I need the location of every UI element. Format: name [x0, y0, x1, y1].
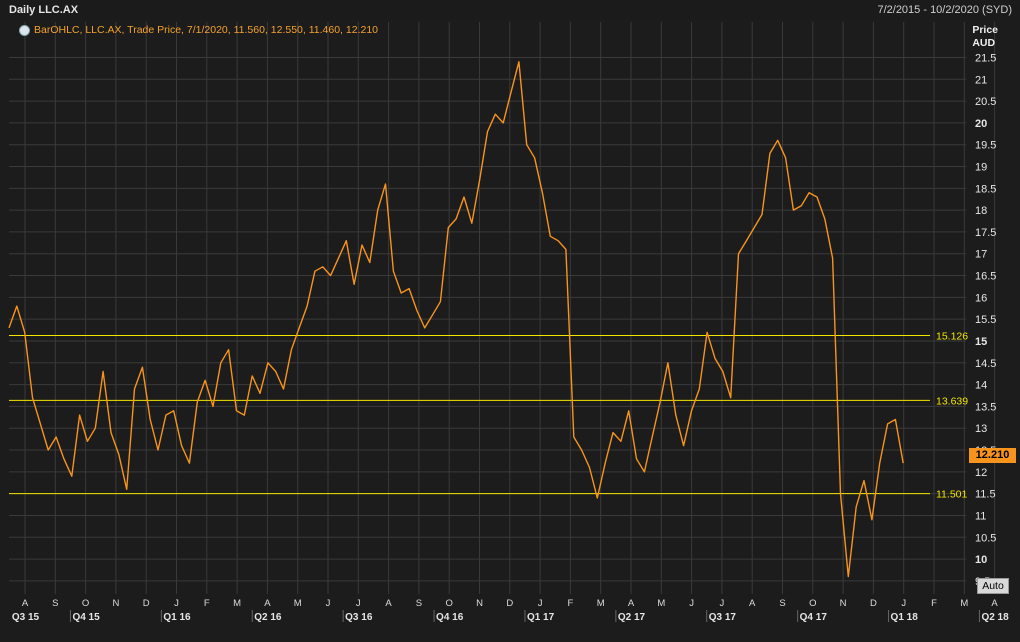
plot-area	[9, 20, 966, 594]
y-tick-label: 13.5	[975, 401, 996, 413]
x-month-label: S	[416, 598, 422, 609]
x-month-label: A	[264, 598, 271, 609]
x-quarter-label: Q3 17	[709, 612, 737, 623]
x-quarter-label: Q4 17	[800, 612, 828, 623]
x-month-label: S	[52, 598, 58, 609]
horizontal-line-label: 13.639	[936, 395, 968, 407]
y-tick-label: 18.5	[975, 183, 996, 195]
y-tick-label: 15.5	[975, 314, 996, 326]
legend-bullet-icon[interactable]	[19, 24, 30, 36]
horizontal-line-label: 11.501	[936, 489, 967, 501]
price-series	[8, 61, 904, 578]
x-quarter-label: Q1 18	[891, 612, 919, 623]
x-axis: ASONDJFMAMJJASONDJFMAMJJASONDJFMAMJJASON…	[12, 598, 1009, 623]
chart-title: Daily LLC.AX	[9, 4, 79, 16]
y-tick-label: 15	[975, 336, 987, 348]
auto-scale-button[interactable]: Auto	[977, 578, 1009, 594]
x-month-label: D	[143, 598, 150, 609]
y-tick-label: 19.5	[975, 140, 996, 152]
x-quarter-label: Q2 17	[618, 612, 646, 623]
last-price-tag: 12.210	[969, 448, 1016, 463]
y-tick-label: 18	[975, 205, 987, 217]
y-tick-label: 17	[975, 249, 987, 261]
y-tick-label: 11	[975, 510, 986, 522]
x-month-label: M	[597, 598, 605, 609]
x-month-label: J	[356, 598, 361, 609]
y-tick-label: 10	[975, 554, 987, 566]
y-tick-label: 13	[975, 423, 987, 435]
legend-text: BarOHLC, LLC.AX, Trade Price, 7/1/2020, …	[34, 24, 379, 36]
x-month-label: F	[204, 598, 210, 609]
x-month-label: J	[689, 598, 694, 609]
y-tick-label: 20	[975, 118, 987, 130]
price-line	[8, 61, 904, 578]
y-tick-label: 16.5	[975, 271, 996, 283]
x-month-label: J	[174, 598, 179, 609]
x-month-label: D	[870, 598, 877, 609]
x-month-label: A	[991, 598, 998, 609]
y-tick-label: 14.5	[975, 358, 996, 370]
x-month-label: M	[233, 598, 241, 609]
x-quarter-label: Q1 16	[163, 612, 191, 623]
y-tick-label: 12	[975, 467, 987, 479]
title-bar: Daily LLC.AX 7/2/2015 - 10/2/2020 (SYD)	[0, 0, 1020, 20]
x-month-label: O	[809, 598, 816, 609]
horizontal-line-label: 15.126	[936, 330, 968, 342]
x-month-label: J	[720, 598, 725, 609]
x-quarter-label: Q4 15	[72, 612, 100, 623]
y-axis-price-label: Price	[972, 24, 998, 36]
y-axis-header: Price AUD	[972, 24, 998, 50]
y-tick-label: 20.5	[975, 96, 996, 108]
support-resistance-lines: 15.126 13.639 11.501	[9, 330, 968, 501]
y-tick-label: 11.5	[975, 489, 996, 501]
x-month-label: A	[749, 598, 756, 609]
x-quarter-label: Q4 16	[436, 612, 464, 623]
x-month-label: A	[22, 598, 29, 609]
x-month-label: J	[901, 598, 906, 609]
x-month-label: D	[506, 598, 513, 609]
x-month-label: F	[931, 598, 937, 609]
y-tick-label: 19	[975, 162, 987, 174]
y-tick-label: 14	[975, 380, 987, 392]
x-month-label: S	[779, 598, 785, 609]
y-tick-label: 16	[975, 292, 987, 304]
x-month-label: N	[112, 598, 119, 609]
x-month-label: J	[538, 598, 543, 609]
x-month-label: M	[657, 598, 665, 609]
legend[interactable]: BarOHLC, LLC.AX, Trade Price, 7/1/2020, …	[19, 24, 378, 36]
date-range: 7/2/2015 - 10/2/2020 (SYD)	[877, 4, 1012, 16]
y-axis: 9.51010.51111.51212.51313.51414.51515.51…	[975, 52, 996, 587]
x-month-label: M	[960, 598, 968, 609]
x-month-label: N	[840, 598, 847, 609]
y-tick-label: 10.5	[975, 532, 996, 544]
x-month-label: N	[476, 598, 483, 609]
x-month-label: M	[294, 598, 302, 609]
x-month-label: J	[326, 598, 331, 609]
x-month-label: A	[628, 598, 635, 609]
x-quarter-label: Q3 15	[12, 612, 40, 623]
y-tick-label: 21.5	[975, 52, 996, 64]
x-quarter-label: Q3 16	[345, 612, 373, 623]
x-quarter-label: Q1 17	[527, 612, 555, 623]
x-month-label: F	[567, 598, 573, 609]
x-month-label: O	[82, 598, 89, 609]
x-month-label: O	[446, 598, 453, 609]
y-axis-currency-label: AUD	[972, 37, 996, 49]
y-tick-label: 21	[975, 74, 987, 86]
x-quarter-label: Q2 16	[254, 612, 282, 623]
x-month-label: A	[385, 598, 392, 609]
y-tick-label: 17.5	[975, 227, 996, 239]
x-quarter-label: Q2 18	[981, 612, 1009, 623]
